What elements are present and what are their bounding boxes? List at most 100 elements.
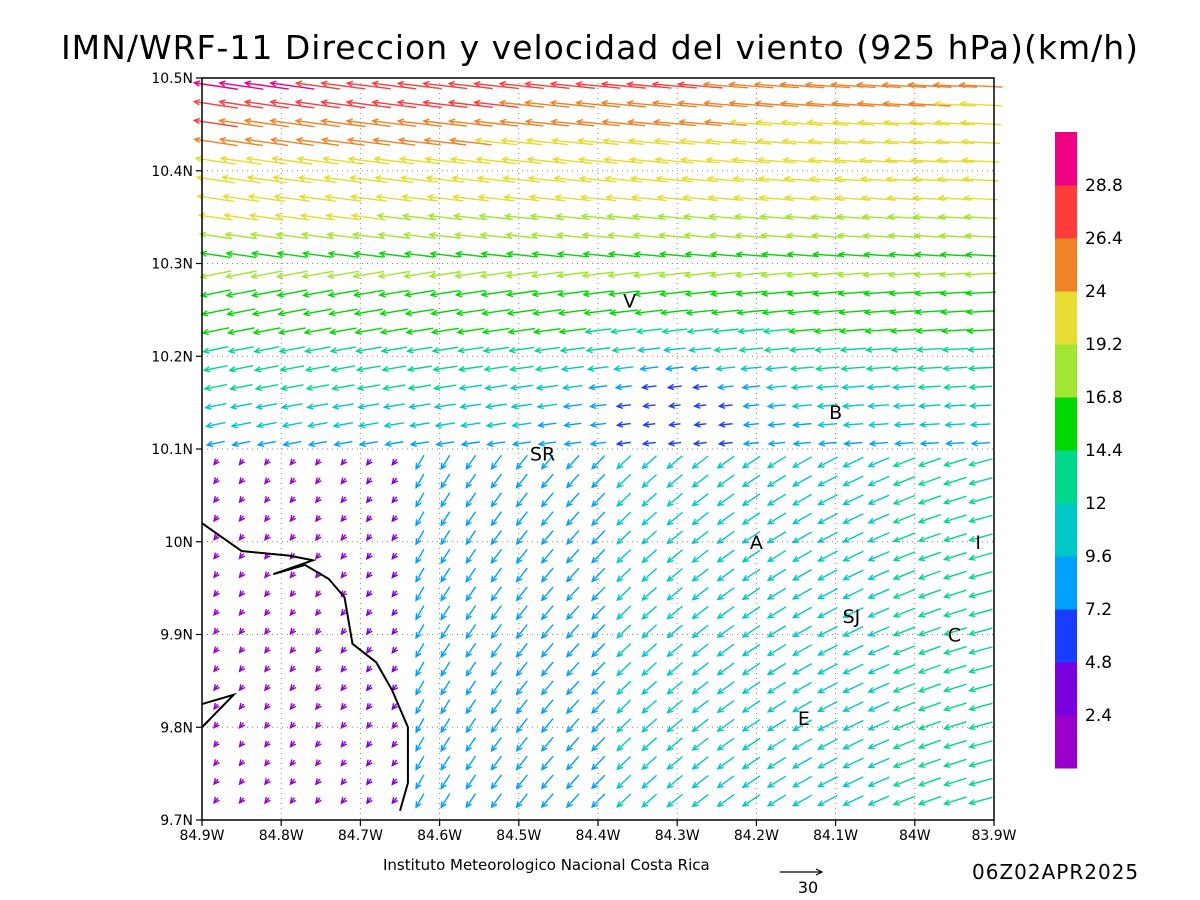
wind-vector [917,626,942,637]
wind-vector [238,759,246,767]
wind-vector [332,421,354,429]
wind-vector [559,346,585,354]
wind-vector [835,213,870,221]
wind-vector [243,118,289,128]
wind-vector [289,665,297,673]
wind-vector [867,607,890,618]
wind-vector [917,607,942,618]
wind-vector [289,514,297,523]
wind-vector [508,365,534,373]
wind-vector [843,440,863,447]
wind-vector [867,550,890,562]
wind-vector [270,155,313,165]
wind-vector [666,511,683,526]
wind-vector [348,175,388,184]
wind-vector [340,609,348,617]
wind-vector [365,496,373,504]
wind-vector [741,568,761,582]
wind-vector [490,586,503,602]
wind-vector [263,740,271,748]
wind-vector [365,759,373,767]
wind-vector [817,682,838,694]
wind-vector [415,642,425,659]
wind-vector [811,251,843,258]
wind-vector [479,271,512,279]
wind-vector [616,530,632,545]
station-label: I [975,532,981,554]
wind-vector [238,533,246,541]
wind-vector [422,118,468,127]
wind-vector [842,569,864,581]
wind-vector [490,548,503,565]
wind-vector [641,643,658,658]
colorbar-segment [1055,556,1077,610]
wind-vector [333,440,353,448]
wind-vector [942,476,967,486]
wind-vector [892,457,916,468]
wind-vector [766,681,787,694]
wind-vector [218,80,264,90]
wind-vector [404,308,434,317]
wind-vector [716,756,735,770]
wind-vector [238,740,246,748]
wind-vector [616,605,632,620]
wind-vector [515,718,528,734]
wind-vector [641,530,658,545]
wind-vector [786,251,818,258]
wind-vector [741,549,761,563]
wind-vector [447,118,493,127]
wind-vector [942,514,967,524]
wind-vector [454,289,486,298]
wind-vector [408,421,430,429]
wind-vector [693,402,707,409]
wind-vector [940,327,969,335]
wind-vector [398,156,440,165]
wind-vector [229,402,252,410]
wind-vector [224,270,257,280]
wind-vector [440,624,451,640]
wind-vector [302,308,332,317]
wind-vector [867,532,890,543]
wind-vector [238,684,246,692]
wind-vector [641,492,658,507]
wind-vector [810,213,845,221]
wind-vector [915,346,943,353]
wind-vector [340,684,348,692]
wind-vector [314,515,322,523]
wind-vector [831,119,874,126]
wind-vector [641,473,658,489]
wind-vector [396,118,442,127]
wind-vector [563,440,582,447]
wind-vector [942,533,967,543]
wind-vector [490,793,503,809]
wind-vector [405,346,433,354]
wind-vector [817,757,838,769]
wind-vector [842,456,864,468]
wind-vector [968,476,993,486]
wind-vector [866,383,891,391]
wind-vector [791,606,813,619]
wind-vector [867,701,890,712]
wind-vector [842,625,864,637]
wind-vector [379,308,409,317]
colorbar-label: 4.8 [1085,653,1112,673]
wind-vector [409,440,429,448]
wind-vector [465,454,477,471]
wind-vector [213,552,220,560]
wind-vector [691,568,709,582]
wind-vector [289,608,297,617]
wind-vector [968,646,993,655]
wind-vector [840,384,865,391]
wind-vector [616,492,632,508]
wind-vector [907,100,951,108]
wind-vector [641,567,658,583]
grid-lines [202,78,994,820]
wind-vector [708,213,743,220]
wind-vector [817,494,838,506]
wind-vector [942,608,967,618]
wind-vector [637,346,661,354]
wind-vector [817,569,838,581]
wind-vector [263,514,271,523]
wind-vector [641,661,658,677]
wind-vector [658,251,690,258]
